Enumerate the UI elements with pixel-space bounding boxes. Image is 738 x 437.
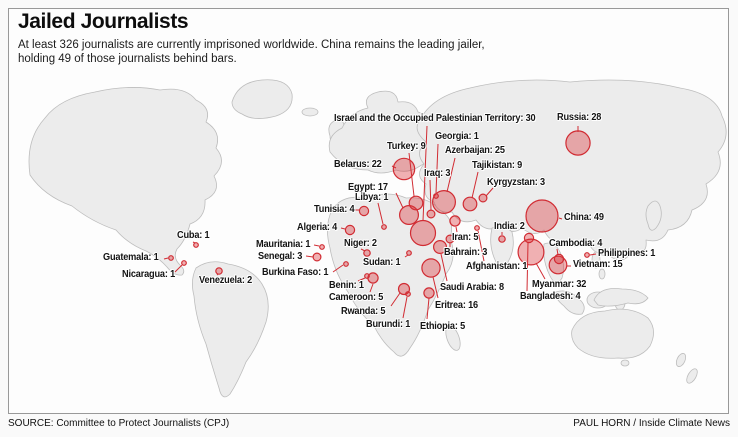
bubble-tajikistan xyxy=(462,196,478,212)
page-title: Jailed Journalists xyxy=(18,10,189,33)
leader-burundi xyxy=(402,296,408,319)
leader-afghanistan xyxy=(477,230,485,262)
leader-niger xyxy=(360,248,366,252)
bubble-myanmar xyxy=(517,238,545,266)
leader-guatemala xyxy=(163,257,169,260)
leader-bangladesh xyxy=(526,242,529,292)
bubble-layer xyxy=(168,130,591,299)
bubble-burkina-faso xyxy=(343,261,349,267)
leader-israel-and-the-occupied-palestinian-territory xyxy=(422,125,428,222)
bubble-russia xyxy=(565,130,591,156)
author-credit: PAUL HORN / Inside Climate News xyxy=(573,418,730,429)
leader-iran xyxy=(455,226,458,233)
leader-myanmar xyxy=(535,262,546,280)
bubble-bangladesh xyxy=(523,232,535,244)
bubble-libya xyxy=(381,224,387,230)
leader-benin xyxy=(357,277,366,282)
subtitle: At least 326 journalists are currently i… xyxy=(18,38,618,66)
bubble-turkey xyxy=(408,195,424,211)
bubble-vietnam xyxy=(548,255,568,275)
leader-algeria xyxy=(340,227,346,230)
bubble-burundi xyxy=(405,291,411,297)
leader-egypt xyxy=(395,192,404,209)
leader-turkey xyxy=(408,152,415,197)
bubble-algeria xyxy=(344,224,356,236)
bubble-iran xyxy=(449,215,461,227)
leader-venezuela xyxy=(216,273,219,276)
bubble-nicaragua xyxy=(181,260,187,266)
bubble-tunisia xyxy=(358,205,370,217)
bubble-india xyxy=(498,235,506,243)
bubble-kyrgyzstan xyxy=(478,193,488,203)
leader-sudan xyxy=(404,254,409,258)
continents xyxy=(28,79,727,398)
bubble-venezuela xyxy=(215,267,223,275)
leader-kyrgyzstan xyxy=(485,187,494,197)
bubble-belarus xyxy=(392,157,416,181)
footer: SOURCE: Committee to Protect Journalists… xyxy=(8,418,730,429)
leader-libya xyxy=(377,202,384,225)
bubble-ethiopia xyxy=(423,287,435,299)
bubble-cambodia xyxy=(553,253,565,265)
map-frame xyxy=(8,8,729,414)
leader-cambodia xyxy=(556,248,559,256)
leader-mauritania xyxy=(313,244,320,247)
bubble-iraq xyxy=(426,209,436,219)
leader-ethiopia xyxy=(426,297,430,320)
leader-azerbaijan xyxy=(446,157,456,193)
bubble-china xyxy=(525,199,559,233)
bubble-israel-and-the-occupied-palestinian-territory xyxy=(409,219,437,247)
source-credit: SOURCE: Committee to Protect Journalists… xyxy=(8,418,230,429)
bubble-senegal xyxy=(312,252,322,262)
leader-china xyxy=(558,217,563,220)
leader-iraq xyxy=(429,179,432,211)
bubble-philippines xyxy=(584,252,590,258)
world-map xyxy=(28,79,727,398)
leader-saudi-arabia xyxy=(440,253,448,282)
bubble-egypt xyxy=(399,205,420,226)
bubble-eritrea xyxy=(421,258,441,278)
bubble-mauritania xyxy=(319,244,325,250)
leader-philippines xyxy=(589,253,597,256)
leader-georgia xyxy=(435,143,439,194)
leader-belarus xyxy=(391,165,397,169)
leader-eritrea xyxy=(432,276,439,299)
bubble-georgia xyxy=(433,193,439,199)
header: Jailed Journalists At least 326 journali… xyxy=(18,10,618,66)
bubble-cuba xyxy=(193,242,199,248)
leader-cuba xyxy=(192,241,196,244)
bubble-afghanistan xyxy=(474,225,480,231)
bubble-benin xyxy=(364,273,370,279)
bubble-sudan xyxy=(406,250,412,256)
leader-burkina-faso xyxy=(332,264,344,273)
leader-line-layer xyxy=(163,125,597,320)
leader-rwanda xyxy=(390,292,401,307)
leader-tajikistan xyxy=(471,171,479,199)
leader-cameroon xyxy=(369,283,374,293)
leader-nicaragua xyxy=(174,264,183,273)
bubble-niger xyxy=(363,249,371,257)
leader-senegal xyxy=(305,255,314,258)
bubble-guatemala xyxy=(168,255,174,261)
subtitle-line1: At least 326 journalists are currently i… xyxy=(18,39,485,51)
bubble-bahrain xyxy=(445,234,455,244)
bubble-saudi-arabia xyxy=(433,240,448,255)
subtitle-line2: holding 49 of those journalists behind b… xyxy=(18,53,237,65)
